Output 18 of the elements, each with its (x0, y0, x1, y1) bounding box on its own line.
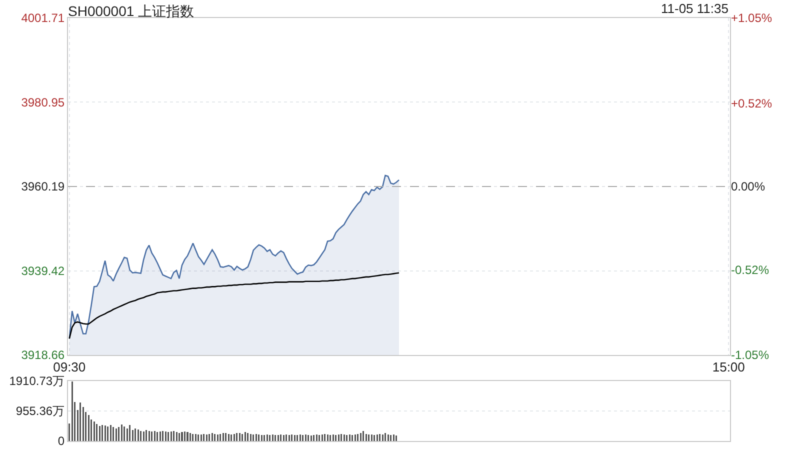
y2-tick-label: 0.00% (731, 180, 766, 194)
chart-title: SH000001 上证指数 (68, 3, 194, 19)
y2-tick-label: +0.52% (731, 96, 772, 110)
y-tick-label: 0 (58, 434, 65, 448)
x-tick-label: 15:00 (712, 360, 745, 375)
x-tick-label: 09:30 (53, 360, 86, 375)
y-tick-label: 3960.19 (21, 180, 65, 194)
y-tick-label: 3918.66 (21, 348, 65, 362)
y-tick-label: 3939.42 (21, 264, 65, 278)
y2-tick-label: -0.52% (731, 263, 770, 278)
y2-tick-label: +1.05% (731, 11, 772, 26)
y-tick-label: 4001.71 (21, 11, 65, 26)
y-tick-label: 3980.95 (21, 95, 65, 110)
y-tick-label: 1910.73万 (9, 374, 65, 388)
text: 11-05 11:35 (661, 1, 728, 16)
y2-tick-label: -1.05% (731, 348, 770, 362)
y-tick-label: 955.36万 (16, 404, 65, 418)
line-series (68, 272, 400, 340)
